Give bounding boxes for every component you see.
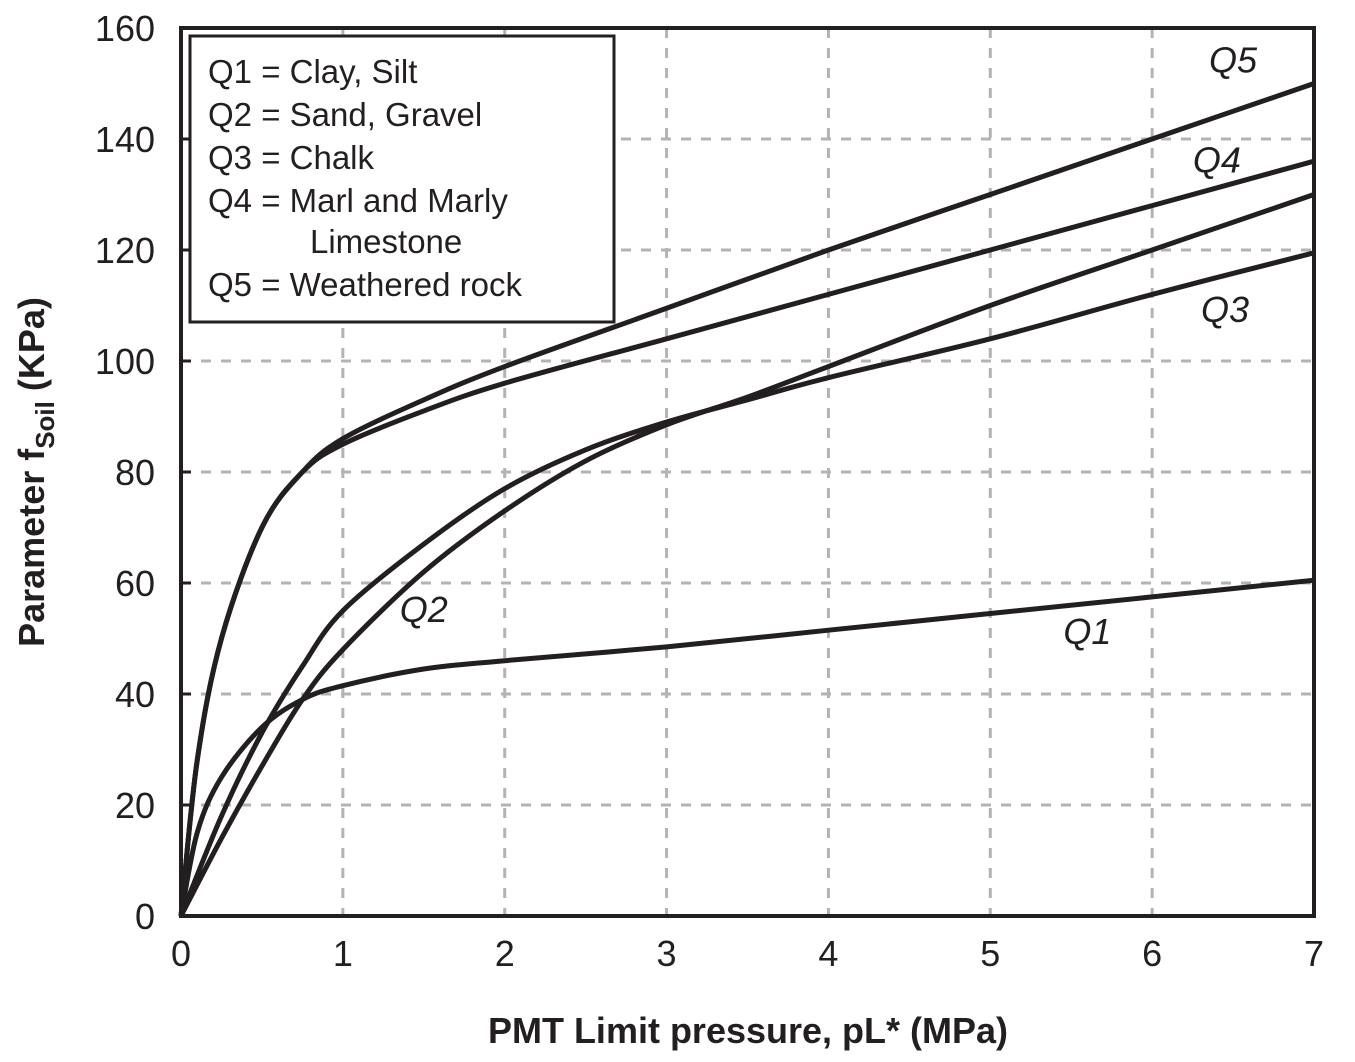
x-tick-label: 0 (171, 933, 191, 974)
y-axis-label-main: Parameter f (11, 448, 52, 647)
series-line-q1 (178, 577, 1315, 917)
legend-entry-q5: Q5 = Weathered rock (208, 266, 522, 303)
y-tick-label: 100 (95, 341, 155, 382)
curve-label-q3: Q3 (1201, 289, 1249, 330)
series-line-q3 (178, 250, 1315, 917)
plot-frame (179, 26, 1316, 918)
x-tick-label: 2 (495, 933, 515, 974)
y-tick-label: 160 (95, 8, 155, 49)
x-tick-label: 6 (1142, 933, 1162, 974)
legend-entry-q4-cont: Limestone (310, 223, 462, 260)
curve-label-q5: Q5 (1209, 39, 1258, 80)
series-line-q5 (178, 81, 1315, 917)
legend-box (188, 34, 616, 324)
x-tick-label: 1 (333, 933, 353, 974)
y-axis-label: Parameter fSoil (KPa) (11, 297, 60, 647)
legend-entry-q2: Q2 = Sand, Gravel (208, 96, 482, 133)
grid (181, 26, 1314, 918)
x-axis-label: PMT Limit pressure, pL* (MPa) (488, 1010, 1008, 1051)
series-line-q2 (178, 192, 1315, 918)
x-tick-label: 7 (1304, 933, 1324, 974)
x-tick-labels: 0 1 2 3 4 5 6 7 (171, 933, 1324, 974)
y-tick-label: 80 (115, 452, 155, 493)
legend-entry-q4: Q4 = Marl and Marly (208, 182, 508, 219)
y-tick-label: 120 (95, 230, 155, 271)
y-tick-label: 60 (115, 563, 155, 604)
annotations: Q5 Q4 Q3 Q2 Q1 (400, 39, 1258, 652)
y-tick-label: 40 (115, 674, 155, 715)
x-tick-label: 5 (980, 933, 1000, 974)
curve-label-q1: Q1 (1063, 611, 1111, 652)
legend-entry-q3: Q3 = Chalk (208, 139, 374, 176)
x-tick-label: 3 (657, 933, 677, 974)
y-axis-label-subscript: Soil (30, 401, 60, 449)
y-tick-label: 20 (115, 785, 155, 826)
y-tick-label: 140 (95, 119, 155, 160)
y-tick-label: 0 (135, 896, 155, 937)
legend-entry-q1: Q1 = Clay, Silt (208, 53, 417, 90)
x-tick-label: 4 (818, 933, 838, 974)
curve-label-q2: Q2 (400, 589, 448, 630)
legend: Q1 = Clay, Silt Q2 = Sand, Gravel Q3 = C… (188, 34, 616, 324)
y-axis-label-unit: (KPa) (11, 297, 52, 401)
curve-label-q4: Q4 (1193, 139, 1241, 180)
y-tick-labels: 0 20 40 60 80 100 120 140 160 (95, 8, 155, 937)
series-lines (178, 81, 1315, 918)
